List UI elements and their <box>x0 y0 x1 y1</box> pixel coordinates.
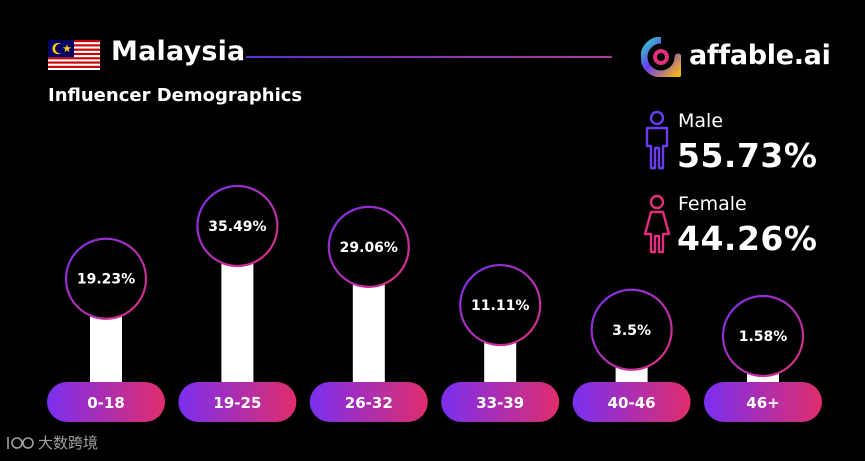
affable-logo-icon <box>641 37 681 77</box>
category-label: 46+ <box>746 394 779 412</box>
category-pill <box>441 382 560 422</box>
watermark: 大数跨境 <box>6 432 98 453</box>
value-bubble <box>590 288 673 371</box>
value-bubble <box>721 294 805 378</box>
value-bubble <box>196 184 279 268</box>
value-bubble <box>459 263 542 347</box>
country-title: Malaysia <box>111 36 246 67</box>
value-bubble <box>327 205 410 288</box>
data-label: 3.5% <box>612 323 651 339</box>
data-label: 11.11% <box>471 298 529 314</box>
watermark-text: 大数跨境 <box>38 434 99 452</box>
data-label: 1.58% <box>739 329 788 345</box>
female-label: Female <box>678 193 747 215</box>
category-label: 26-32 <box>345 394 393 412</box>
male-label: Male <box>678 110 724 132</box>
value-bubble <box>64 237 148 320</box>
category-pill <box>572 382 691 422</box>
brand-name: affable.ai <box>689 40 831 71</box>
category-pill <box>178 382 297 422</box>
female-percentage: 44.26% <box>677 219 818 258</box>
category-label: 0-18 <box>87 394 125 412</box>
data-label: 35.49% <box>208 219 266 235</box>
data-label: 19.23% <box>77 272 135 288</box>
category-pill <box>309 382 428 422</box>
male-percentage: 55.73% <box>677 136 818 175</box>
female-person-icon <box>643 194 671 254</box>
header-divider <box>246 56 612 58</box>
watermark-logo-icon <box>7 436 34 449</box>
category-pill <box>704 382 822 422</box>
category-label: 40-46 <box>608 394 656 412</box>
data-label: 29.06% <box>340 240 398 256</box>
category-label: 33-39 <box>476 394 524 412</box>
page-subtitle: Influencer Demographics <box>48 85 303 106</box>
category-pill <box>47 382 165 422</box>
category-label: 19-25 <box>213 394 261 412</box>
male-person-icon <box>645 110 669 170</box>
malaysia-flag-icon <box>48 40 100 70</box>
